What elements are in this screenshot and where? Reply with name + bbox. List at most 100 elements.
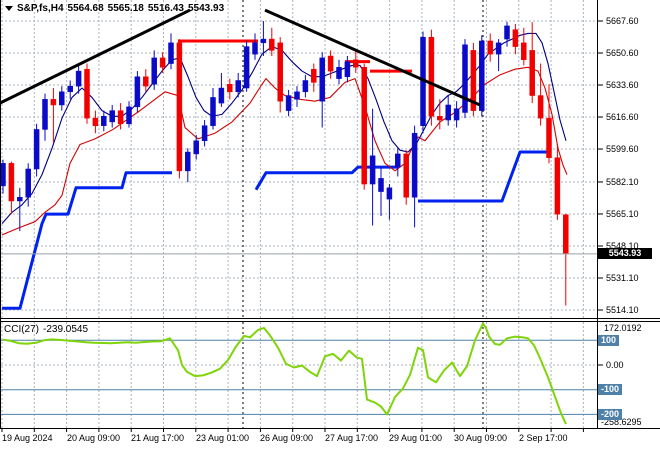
candle <box>445 95 451 126</box>
cci-level-badge: 100 <box>598 334 620 346</box>
candle <box>353 50 359 73</box>
candle <box>529 22 535 104</box>
candle <box>59 86 65 111</box>
candle <box>176 39 183 179</box>
candle <box>395 148 401 177</box>
candle <box>117 103 124 130</box>
candle-body <box>302 80 309 93</box>
candle-body <box>92 117 99 126</box>
candle-body <box>378 178 384 192</box>
time-axis-label: 27 Aug 17:00 <box>325 433 379 443</box>
support-step-line[interactable] <box>418 150 548 203</box>
candle-body <box>353 59 359 68</box>
main-panel[interactable] <box>0 0 597 318</box>
candle-body <box>17 196 23 202</box>
candle <box>17 187 23 232</box>
trendline <box>1 8 191 105</box>
time-axis-label: 2 Sep 17:00 <box>519 433 568 443</box>
candle-body <box>529 50 535 96</box>
candle-body <box>504 25 510 40</box>
support-step-line[interactable] <box>2 171 172 310</box>
candle-body <box>395 153 401 168</box>
cci-panel[interactable] <box>1 322 597 428</box>
time-axis-label: 20 Aug 09:00 <box>67 433 121 443</box>
price-axis-label: 5599.60 <box>606 144 639 155</box>
candle-body <box>403 153 409 198</box>
price-axis-label: 5514.10 <box>606 305 639 315</box>
candle <box>218 72 225 107</box>
candle-body <box>168 42 174 64</box>
candle-body <box>445 104 451 121</box>
candle-body <box>470 50 477 111</box>
time-axis-label: 23 Aug 01:00 <box>196 433 250 443</box>
candle <box>285 89 292 117</box>
ohlc-close: 5543.93 <box>187 3 225 14</box>
cci-max-label: 172.0192 <box>604 323 642 333</box>
candle <box>260 21 267 57</box>
candle-body <box>243 46 250 89</box>
candle-body <box>512 29 519 47</box>
candle <box>403 150 409 205</box>
candle <box>8 161 15 215</box>
candle <box>185 148 191 183</box>
candle <box>437 99 443 130</box>
candle-body <box>277 42 283 102</box>
candle <box>235 72 241 98</box>
candle <box>134 71 141 113</box>
candle <box>109 104 115 128</box>
candle <box>159 52 166 73</box>
support-step-line[interactable] <box>254 165 398 191</box>
candle <box>428 29 435 126</box>
candle-body <box>479 40 485 111</box>
candle <box>193 135 199 160</box>
candle-body <box>327 55 334 72</box>
candle <box>243 40 250 92</box>
candle <box>453 101 460 128</box>
candle-body <box>260 38 267 44</box>
candle-body <box>25 168 31 198</box>
price-axis-label: 5531.10 <box>606 272 639 283</box>
candle-body <box>227 84 233 93</box>
time-axis-label: 19 Aug 2024 <box>2 433 53 443</box>
candle <box>168 33 174 70</box>
candle-body <box>285 95 292 111</box>
time-axis-label: 29 Aug 01:00 <box>389 433 443 443</box>
candle-body <box>109 110 115 123</box>
candle <box>1 159 6 194</box>
time-axis-label: 26 Aug 09:00 <box>260 433 314 443</box>
ohlc-open: 5564.68 <box>67 3 104 14</box>
chart-title: S&P,fs,H4 5564.68 5565.18 5516.43 5543.93 <box>17 3 228 14</box>
candle-body <box>411 132 418 198</box>
ohlc-low: 5516.43 <box>147 3 184 14</box>
candle-body <box>386 187 393 200</box>
candle-body <box>563 214 569 255</box>
candle <box>546 84 552 164</box>
symbol-dropdown-icon[interactable] <box>5 6 13 11</box>
candle-body <box>252 42 258 55</box>
candle-body <box>428 36 435 117</box>
candle <box>512 24 519 55</box>
candle <box>50 88 57 143</box>
candle-body <box>210 97 216 126</box>
trendline <box>264 8 481 107</box>
cci-name: CCI(27) <box>4 324 40 335</box>
candle <box>495 39 502 72</box>
candle-body <box>75 70 82 87</box>
candle-body <box>201 125 208 141</box>
candle <box>420 31 426 134</box>
candle-body <box>176 42 183 172</box>
candle <box>201 120 208 147</box>
price-axis-label: 5582.10 <box>606 176 639 187</box>
candle-body <box>193 140 199 155</box>
candle-body <box>50 99 57 106</box>
ohlc-high: 5565.18 <box>107 3 144 14</box>
candle <box>386 184 393 220</box>
candle <box>75 65 82 94</box>
candle <box>521 27 527 66</box>
cci-zero-label: 0.00 <box>606 360 624 370</box>
candle-body <box>336 67 342 79</box>
candle-body <box>59 91 65 106</box>
time-axis-label: 21 Aug 17:00 <box>131 433 185 443</box>
candle-body <box>269 38 275 51</box>
